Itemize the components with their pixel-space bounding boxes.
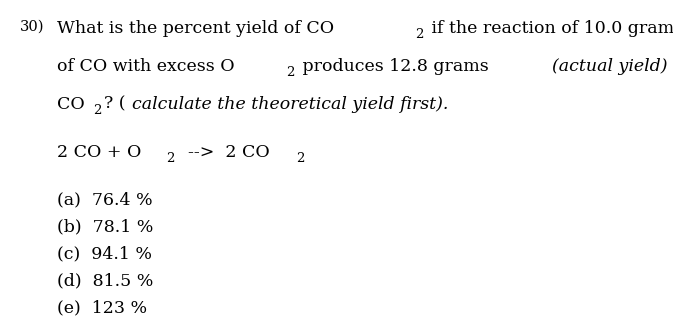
Text: (actual yield): (actual yield) (552, 58, 667, 75)
Text: calculate the theoretical yield first).: calculate the theoretical yield first). (131, 96, 448, 113)
Text: 2: 2 (166, 152, 174, 165)
Text: if the reaction of 10.0 grams: if the reaction of 10.0 grams (425, 20, 673, 37)
Text: (d)  81.5 %: (d) 81.5 % (57, 273, 153, 290)
Text: 30): 30) (20, 20, 44, 34)
Text: 2: 2 (93, 104, 102, 117)
Text: 2: 2 (297, 152, 305, 165)
Text: What is the percent yield of CO: What is the percent yield of CO (57, 20, 334, 37)
Text: 2 CO + O: 2 CO + O (57, 144, 141, 161)
Text: (e)  123 %: (e) 123 % (57, 300, 147, 317)
Text: 2: 2 (287, 66, 295, 79)
Text: produces 12.8 grams: produces 12.8 grams (297, 58, 495, 75)
Text: 2: 2 (415, 28, 423, 41)
Text: -->  2 CO: --> 2 CO (177, 144, 270, 161)
Text: ? (: ? ( (104, 96, 125, 113)
Text: (b)  78.1 %: (b) 78.1 % (57, 218, 153, 236)
Text: (c)  94.1 %: (c) 94.1 % (57, 246, 152, 263)
Text: (a)  76.4 %: (a) 76.4 % (57, 191, 153, 209)
Text: of CO with excess O: of CO with excess O (57, 58, 235, 75)
Text: CO: CO (57, 96, 85, 113)
